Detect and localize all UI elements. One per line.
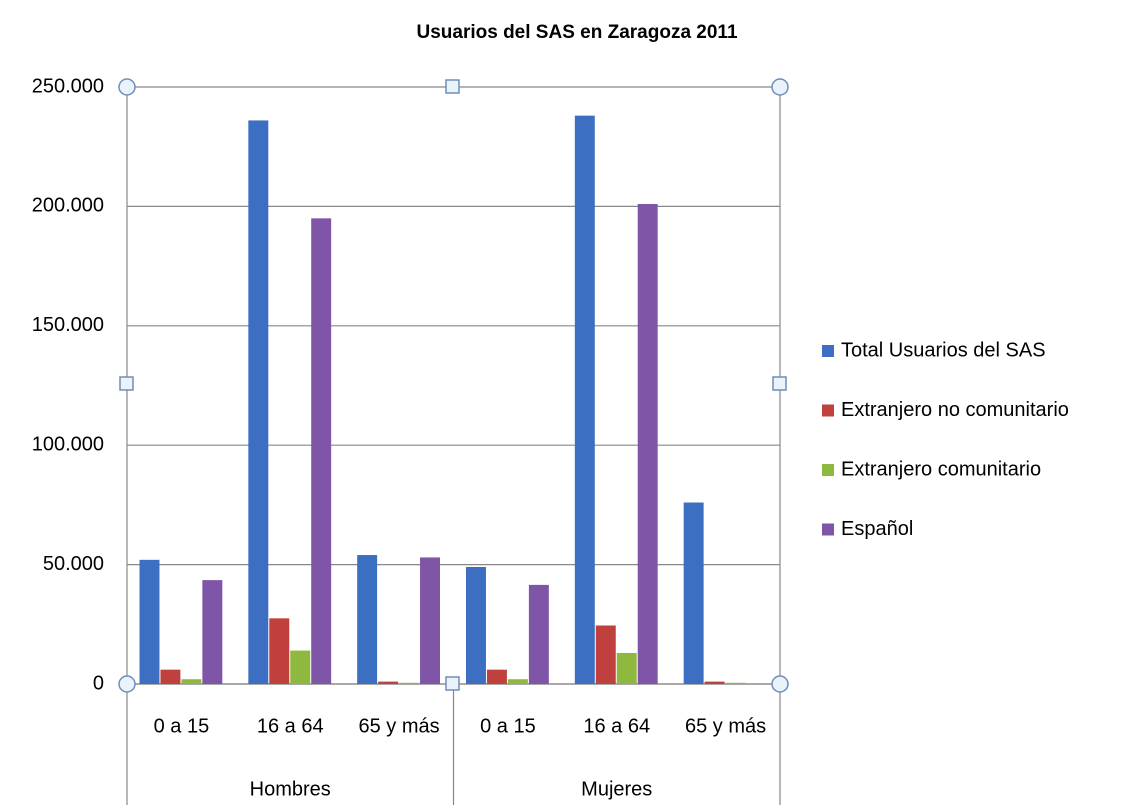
bar: [616, 652, 637, 684]
bar: [311, 218, 332, 684]
legend-swatch: [822, 464, 834, 476]
x-tick-label: 16 a 64: [257, 715, 324, 737]
x-tick-label: 65 y más: [685, 715, 766, 737]
bar: [637, 204, 658, 684]
handle: [772, 376, 787, 391]
x-tick-label: 65 y más: [359, 715, 440, 737]
legend-label: Extranjero no comunitario: [841, 399, 1069, 421]
handle: [771, 78, 789, 96]
handle: [771, 675, 789, 693]
legend-label: Extranjero comunitario: [841, 458, 1041, 480]
x-tick-label: 0 a 15: [480, 715, 536, 737]
bar: [528, 584, 549, 684]
bar: [574, 115, 595, 684]
y-tick-label: 0: [93, 672, 104, 694]
bar: [507, 679, 528, 684]
bar: [248, 120, 269, 684]
bar: [290, 650, 311, 684]
bar: [704, 681, 725, 684]
chart-title: Usuarios del SAS en Zaragoza 2011: [416, 22, 737, 43]
y-tick-label: 50.000: [43, 553, 104, 575]
bar: [486, 669, 507, 684]
bar: [595, 625, 616, 684]
handle: [118, 675, 136, 693]
bar: [139, 559, 160, 684]
handle: [445, 676, 460, 691]
bar: [202, 580, 223, 684]
legend-swatch: [822, 345, 834, 357]
bar: [399, 682, 420, 684]
y-tick-label: 250.000: [32, 75, 104, 97]
handle: [119, 376, 134, 391]
legend-swatch: [822, 523, 834, 536]
y-tick-label: 100.000: [32, 433, 104, 455]
bar: [160, 669, 181, 684]
bar: [466, 566, 486, 684]
x-tick-label: 0 a 15: [154, 715, 210, 737]
bar: [725, 682, 746, 684]
y-tick-label: 150.000: [32, 314, 104, 336]
y-tick-label: 200.000: [32, 195, 104, 217]
legend-label: Español: [841, 518, 913, 540]
legend-swatch: [822, 404, 834, 417]
selection-handles: [118, 78, 789, 693]
bar: [269, 618, 290, 684]
group-label: Hombres: [250, 778, 331, 800]
bar: [378, 681, 399, 684]
group-label: Mujeres: [581, 778, 652, 800]
bar: [181, 679, 202, 684]
plot-area: 0 50.000 100.000 150.000 200.000 250.000 Hombr…: [32, 75, 1069, 805]
handle: [445, 79, 460, 94]
x-tick-label: 16 a 64: [583, 715, 650, 737]
legend-label: Total Usuarios del SAS: [841, 339, 1046, 361]
bar: [357, 555, 378, 684]
bar: [420, 557, 440, 684]
bar: [683, 502, 704, 684]
handle: [118, 78, 136, 96]
